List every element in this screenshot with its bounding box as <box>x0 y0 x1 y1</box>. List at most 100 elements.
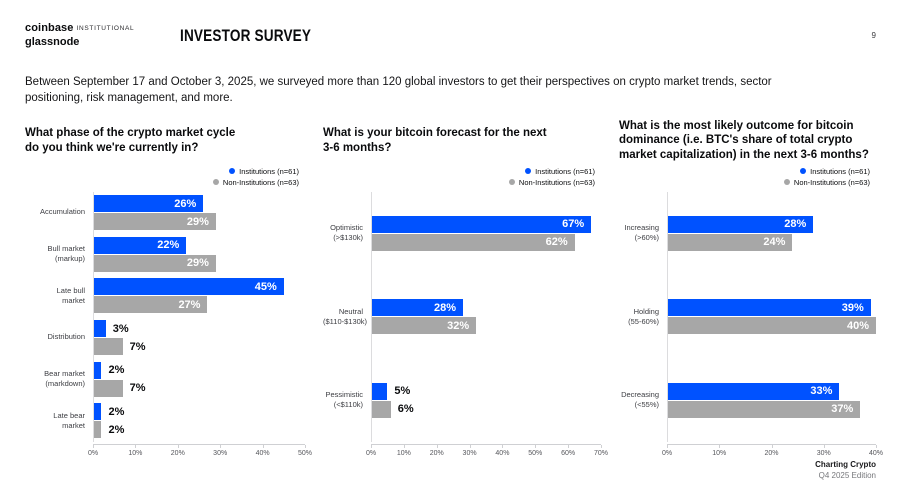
value-label: 6% <box>397 403 414 415</box>
bar-pair: 26% 29% <box>93 194 305 231</box>
report-footer: Charting Crypto Q4 2025 Edition <box>815 460 876 482</box>
category-label: Increasing (>60%) <box>624 223 659 243</box>
category-label: Optimistic (>$130k) <box>330 223 363 243</box>
non-institutions-bar: 24% <box>667 233 793 251</box>
bar-group: Bear market (markdown) 2% 7% <box>25 358 305 400</box>
value-label: 29% <box>186 215 209 228</box>
x-tick-label: 30% <box>816 449 831 457</box>
value-label: 27% <box>178 298 201 311</box>
institutions-dot-icon <box>229 168 236 175</box>
value-label: 37% <box>831 403 854 415</box>
bar-row: 40% <box>667 317 876 335</box>
plot-area: Increasing (>60%) 28% 24% Holding (55-60%) 3… <box>619 191 883 462</box>
bar-pair: 45% 27% <box>93 277 305 314</box>
category-label: Decreasing (<55%) <box>621 389 659 409</box>
bar-pair: 2% 7% <box>93 361 305 398</box>
institutions-bar: 28% <box>667 215 814 233</box>
institutions-bar: 39% <box>667 299 871 317</box>
value-label: 2% <box>108 423 125 436</box>
bar-row: 27% <box>93 296 305 314</box>
category-label: Pessimistic (<$110k) <box>325 389 363 409</box>
bar-row: 45% <box>93 278 305 296</box>
value-label: 24% <box>763 236 786 249</box>
legend-label-non-institutions: Non-Institutions (n=63) <box>222 177 299 187</box>
non-institutions-dot-icon <box>212 179 219 186</box>
bar-plot: Accumulation 26% 29% Bull market (markup) 22… <box>25 192 305 442</box>
x-tick <box>502 444 504 448</box>
value-label: 2% <box>108 405 125 418</box>
non-institutions-bar <box>93 421 102 439</box>
bar-row: 7% <box>93 379 305 397</box>
x-tick-label: 40% <box>495 449 510 457</box>
institutions-bar <box>93 320 106 338</box>
bar-row: 28% <box>667 215 876 233</box>
non-institutions-bar: 32% <box>371 317 477 335</box>
coinbase-glassnode-logo: coinbase INSTITUTIONAL glassnode <box>25 22 134 50</box>
x-tick <box>469 444 471 448</box>
intro-paragraph: Between September 17 and October 3, 2025… <box>25 75 772 104</box>
bar-pair: 33% 37% <box>667 382 876 419</box>
bar-group: Neutral ($110-$130k) 28% 32% <box>323 275 601 358</box>
value-label: 33% <box>810 385 833 397</box>
value-label: 5% <box>394 385 411 397</box>
bar-row: 33% <box>667 382 876 400</box>
page-title: INVESTOR SURVEY <box>180 25 312 45</box>
non-institutions-bar: 27% <box>93 296 208 314</box>
institutions-bar: 67% <box>371 215 592 233</box>
bar-pair: 2% 2% <box>93 402 305 439</box>
bar-pair: 22% 29% <box>93 236 305 273</box>
bar-row: 3% <box>93 320 305 338</box>
institutions-bar <box>371 382 388 400</box>
glassnode-wordmark: glassnode <box>25 35 80 48</box>
bar-group: Pessimistic (<$110k) 5% 6% <box>323 358 601 441</box>
page-header: coinbase INSTITUTIONAL glassnode INVESTOR… <box>25 22 876 50</box>
bar-group: Bull market (markup) 22% 29% <box>25 233 305 275</box>
x-tick <box>823 444 825 448</box>
institutions-bar: 22% <box>93 236 187 254</box>
category-label: Bear market (markdown) <box>44 369 85 389</box>
x-tick-label: 30% <box>462 449 477 457</box>
x-tick <box>220 444 222 448</box>
bar-plot: Increasing (>60%) 28% 24% Holding (55-60%) 3… <box>619 192 876 442</box>
x-tick-label: 20% <box>764 449 779 457</box>
value-label: 2% <box>108 364 125 377</box>
bar-pair: 3% 7% <box>93 319 305 356</box>
chart-bitcoin-forecast: What is your bitcoin forecast for the ne… <box>323 118 608 462</box>
institutions-dot-icon <box>800 168 807 175</box>
x-tick <box>135 444 137 448</box>
category-label: Neutral ($110-$130k) <box>323 306 368 326</box>
value-label: 28% <box>784 218 807 231</box>
non-institutions-dot-icon <box>783 179 790 186</box>
chart-btc-dominance: What is the most likely outcome for bitc… <box>619 118 883 462</box>
chart-title: What is the most likely outcome for bitc… <box>619 119 869 161</box>
bar-row: 6% <box>371 400 601 418</box>
bar-group: Distribution 3% 7% <box>25 317 305 359</box>
x-tick <box>436 444 438 448</box>
y-axis-line <box>371 191 372 442</box>
x-tick-label: 50% <box>297 449 313 457</box>
x-tick <box>262 444 264 448</box>
plot-area: Optimistic (>$130k) 67% 62% Neutral ($110-$… <box>323 191 608 462</box>
x-tick-label: 0% <box>365 449 377 457</box>
bar-row: 5% <box>371 382 601 400</box>
bar-row: 67% <box>371 215 601 233</box>
bar-pair: 28% 32% <box>371 298 601 335</box>
x-tick <box>177 444 179 448</box>
chart-legend: Institutions (n=61) Non-Institutions (n=… <box>25 164 305 190</box>
chart-legend: Institutions (n=61) Non-Institutions (n=… <box>323 164 601 190</box>
bar-row: 24% <box>667 233 876 251</box>
bar-pair: 39% 40% <box>667 298 876 335</box>
legend-item-non-institutions: Non-Institutions (n=63) <box>508 178 595 187</box>
x-tick-label: 30% <box>213 449 228 457</box>
x-axis: 0% 10% 20% 30% 40% 50% 60% 70% <box>366 443 608 462</box>
x-tick-label: 40% <box>868 449 884 457</box>
bar-group: Optimistic (>$130k) 67% 62% <box>323 192 601 275</box>
x-tick-label: 40% <box>255 449 270 457</box>
bar-row: 28% <box>371 299 601 317</box>
value-label: 7% <box>129 382 146 395</box>
bar-group: Late bear market 2% 2% <box>25 400 305 442</box>
x-tick-label: 0% <box>661 449 673 457</box>
logo-line-coinbase: coinbase INSTITUTIONAL <box>25 22 134 36</box>
plot-area: Accumulation 26% 29% Bull market (markup) 22… <box>25 191 312 462</box>
institutions-bar: 26% <box>93 195 204 213</box>
